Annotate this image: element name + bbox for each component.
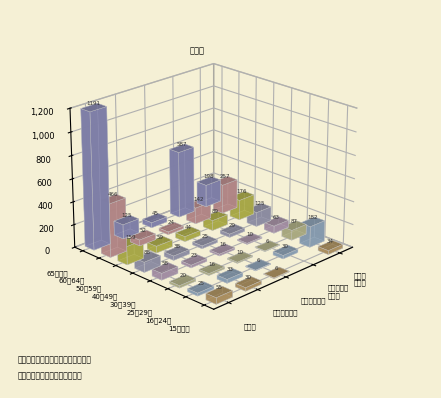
Text: （注）「その他」は省略している。: （注）「その他」は省略している。 bbox=[18, 355, 92, 364]
Text: 資料）警察庁「交通事故統計」: 資料）警察庁「交通事故統計」 bbox=[18, 371, 82, 380]
